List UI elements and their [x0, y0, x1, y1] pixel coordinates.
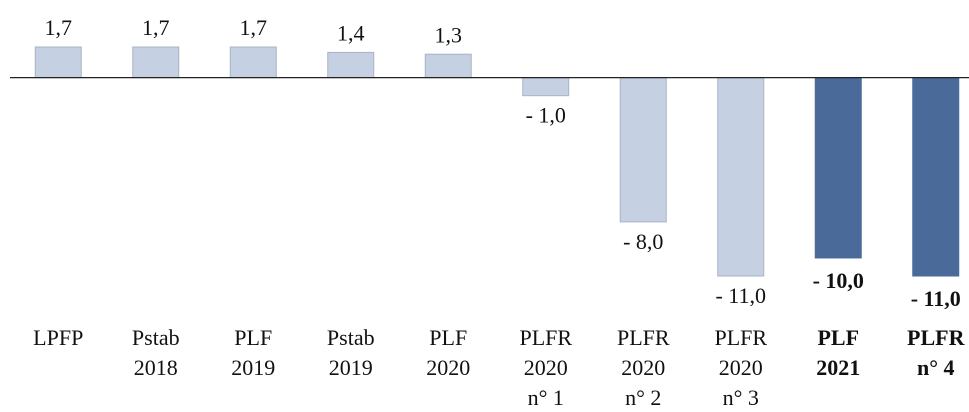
x-tick-label: PLFR: [617, 325, 670, 350]
x-tick-label: PLF: [234, 325, 272, 350]
x-tick-label: 2021: [816, 355, 860, 380]
x-tick-label: n° 2: [625, 385, 661, 410]
value-label: - 11,0: [911, 286, 961, 311]
x-tick-label: PLFR: [714, 325, 767, 350]
x-tick-label: PLFR: [519, 325, 572, 350]
x-tick-label: PLFR: [907, 325, 966, 350]
bar: [814, 77, 862, 259]
bar: [619, 77, 667, 223]
x-tick-label: n° 1: [528, 385, 564, 410]
value-label: - 10,0: [813, 268, 864, 293]
bar: [34, 46, 82, 79]
bar: [522, 77, 570, 97]
bar: [717, 77, 765, 277]
x-tick-label: 2020: [719, 355, 763, 380]
x-tick-label: PLF: [429, 325, 467, 350]
x-tick-label: 2020: [524, 355, 568, 380]
bar: [424, 53, 472, 79]
x-tick-label: n° 4: [917, 355, 955, 380]
value-label: - 8,0: [623, 229, 663, 254]
bar: [229, 46, 277, 79]
x-tick-label: 2019: [231, 355, 275, 380]
value-label: - 1,0: [526, 103, 566, 128]
x-tick-label: 2020: [621, 355, 665, 380]
x-tick-label: Pstab: [327, 325, 375, 350]
x-tick-label: PLF: [817, 325, 859, 350]
value-label: - 11,0: [715, 283, 766, 308]
value-label: 1,3: [435, 22, 463, 47]
bar: [132, 46, 180, 79]
x-tick-label: Pstab: [132, 325, 180, 350]
value-label: 1,4: [337, 20, 365, 45]
x-tick-label: LPFP: [33, 325, 83, 350]
bar: [912, 77, 960, 277]
value-label: 1,7: [142, 15, 170, 40]
x-tick-label: 2018: [134, 355, 178, 380]
x-tick-label: 2020: [426, 355, 470, 380]
value-label: 1,7: [45, 15, 73, 40]
bar: [327, 51, 375, 79]
x-tick-label: 2019: [329, 355, 373, 380]
value-label: 1,7: [240, 15, 268, 40]
x-tick-label: n° 3: [723, 385, 759, 410]
